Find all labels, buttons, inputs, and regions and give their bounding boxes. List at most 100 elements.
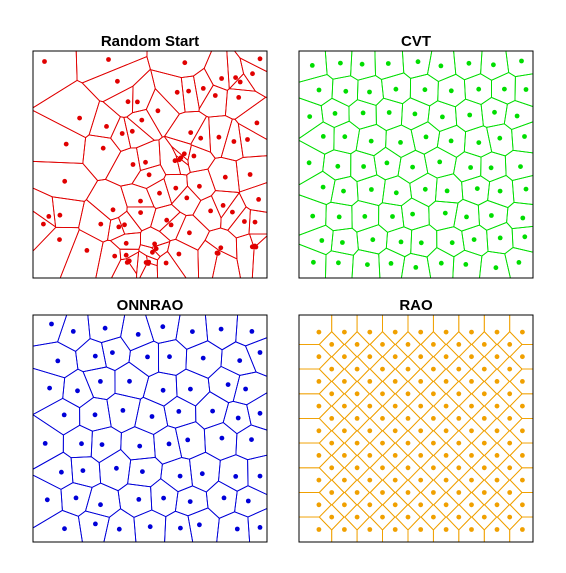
site-point — [338, 60, 343, 66]
voronoi-cell — [478, 250, 511, 279]
site-point — [77, 115, 82, 121]
site-point — [245, 137, 250, 142]
site-point — [188, 130, 194, 136]
voronoi-cell — [298, 314, 333, 345]
site-point — [127, 378, 132, 384]
voronoi-cell — [410, 224, 438, 258]
site-point — [116, 526, 122, 532]
voronoi-cell — [120, 183, 155, 208]
voronoi-cell — [197, 239, 219, 279]
site-point — [437, 159, 443, 165]
site-point — [380, 465, 385, 471]
site-point — [98, 502, 103, 508]
site-point — [354, 465, 360, 471]
site-point — [237, 79, 243, 85]
site-point — [249, 329, 255, 334]
panel-title-random-start: Random Start — [101, 33, 199, 50]
site-point — [342, 428, 347, 434]
voronoi-cell — [82, 134, 122, 182]
site-point — [166, 441, 172, 447]
site-point — [354, 366, 360, 372]
voronoi-cell — [203, 50, 230, 91]
site-point — [329, 391, 335, 397]
site-point — [126, 258, 132, 264]
voronoi-cell — [298, 492, 332, 518]
site-point — [155, 108, 161, 114]
site-point — [181, 151, 187, 157]
voronoi-cell — [218, 454, 249, 492]
site-point — [104, 124, 109, 129]
site-point — [449, 240, 455, 246]
site-point — [177, 473, 183, 479]
site-point — [245, 498, 251, 504]
site-point — [456, 465, 462, 471]
site-point — [438, 260, 444, 266]
site-point — [62, 178, 68, 184]
sites-rao — [316, 329, 525, 532]
site-point — [380, 342, 385, 347]
voronoi-cell — [232, 371, 268, 406]
site-point — [135, 99, 140, 105]
site-point — [115, 78, 120, 84]
site-point — [257, 56, 263, 62]
site-point — [418, 428, 424, 434]
voronoi-cell — [324, 50, 353, 80]
panel-title-cvt: CVT — [401, 33, 431, 50]
site-point — [520, 354, 525, 360]
site-point — [520, 215, 526, 221]
site-point — [340, 240, 345, 245]
site-point — [367, 502, 373, 508]
site-point — [520, 527, 525, 532]
site-point — [388, 261, 394, 266]
voronoi-cell — [123, 116, 156, 149]
site-point — [310, 213, 316, 219]
site-point — [112, 253, 118, 259]
site-point — [481, 465, 487, 471]
site-point — [476, 140, 482, 146]
site-point — [257, 473, 263, 479]
site-point — [307, 114, 313, 119]
site-point — [139, 117, 145, 123]
voronoi-cell — [233, 50, 268, 73]
site-point — [423, 134, 429, 140]
panel-rao: RAO — [298, 297, 534, 543]
voronoi-cell — [171, 145, 190, 167]
site-point — [311, 259, 316, 265]
site-point — [520, 379, 525, 384]
site-point — [507, 465, 513, 471]
frame-rao — [298, 314, 534, 543]
site-point — [354, 440, 360, 446]
voronoi-cell — [144, 314, 181, 344]
site-point — [431, 465, 436, 471]
voronoi-cell — [298, 467, 332, 493]
site-point — [523, 186, 529, 192]
site-point — [123, 240, 129, 246]
site-point — [168, 222, 174, 228]
voronoi-cell — [81, 55, 151, 103]
voronoi-cell — [298, 224, 334, 256]
site-point — [100, 145, 106, 151]
voronoi-cell — [434, 173, 464, 204]
site-point — [443, 527, 449, 532]
site-point — [380, 366, 385, 372]
site-point — [431, 440, 436, 446]
site-point — [106, 57, 111, 62]
site-point — [316, 354, 322, 360]
voronoi-cell — [90, 426, 122, 464]
site-point — [367, 477, 373, 483]
site-point — [147, 524, 153, 530]
site-point — [405, 342, 411, 347]
site-point — [443, 477, 449, 483]
site-point — [497, 235, 503, 241]
site-point — [316, 379, 322, 384]
voronoi-cell — [175, 214, 211, 251]
site-point — [57, 212, 63, 218]
site-point — [523, 87, 529, 92]
site-point — [84, 248, 90, 253]
site-point — [494, 453, 500, 458]
voronoi-cell — [146, 50, 213, 79]
site-point — [443, 403, 449, 409]
voronoi-cell — [298, 442, 332, 469]
voronoi-cell — [62, 368, 95, 409]
site-point — [367, 527, 373, 532]
